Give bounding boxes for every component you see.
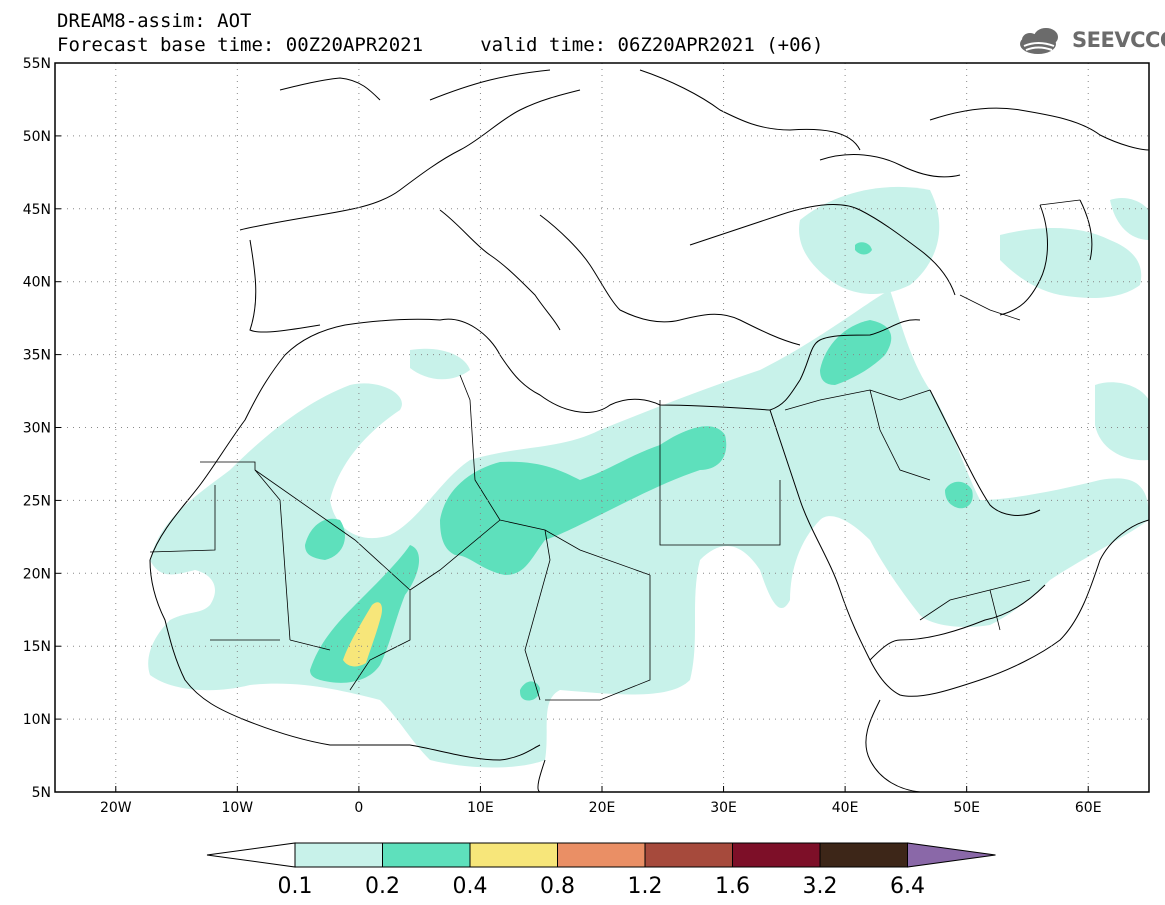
lon-tick-label: 20W xyxy=(100,800,132,816)
lat-tick-label: 45N xyxy=(23,202,51,218)
map-title: DREAM8-assim: AOT xyxy=(57,10,252,32)
lon-tick-label: 60E xyxy=(1075,800,1102,816)
colorbar-segment xyxy=(469,842,558,868)
cloud-logo-icon xyxy=(1020,28,1058,54)
lon-tick-label: 50E xyxy=(953,800,980,816)
latitude-tick-labels: 55N 50N 45N 40N 35N 30N 25N 20N 15N 10N 5N xyxy=(23,56,61,801)
colorbar-label: 0.1 xyxy=(278,874,313,899)
lon-tick-label: 30E xyxy=(710,800,737,816)
longitude-tick-labels: 20W 10W 0 10E 20E 30E 40E 50E 60E xyxy=(100,786,1102,816)
lon-tick-label: 20E xyxy=(589,800,616,816)
colorbar-label: 1.6 xyxy=(715,874,750,899)
colorbar-label: 1.2 xyxy=(628,874,663,899)
aot-colorbar xyxy=(206,842,996,868)
lat-tick-label: 50N xyxy=(23,129,51,145)
lat-lon-gridlines xyxy=(55,63,1149,792)
forecast-time-line: Forecast base time: 00Z20APR2021 valid t… xyxy=(57,34,824,56)
aot-shading xyxy=(148,186,1149,768)
colorbar-label: 3.2 xyxy=(803,874,838,899)
colorbar-label: 0.8 xyxy=(540,874,575,899)
colorbar-segment xyxy=(557,842,646,868)
logo-text: SEEVCCC xyxy=(1072,28,1165,52)
coastlines-and-borders xyxy=(149,69,1149,792)
lat-tick-label: 25N xyxy=(23,493,51,509)
aot-band-0.1 xyxy=(148,186,1149,768)
colorbar-segment xyxy=(819,842,908,868)
lon-tick-label: 0 xyxy=(354,800,363,816)
aot-band-0.4 xyxy=(343,602,383,667)
lat-tick-label: 55N xyxy=(23,56,51,72)
lat-tick-label: 20N xyxy=(23,566,51,582)
colorbar-label: 0.4 xyxy=(453,874,488,899)
country-borders xyxy=(149,199,1081,701)
lat-tick-label: 5N xyxy=(32,785,51,801)
lon-tick-label: 40E xyxy=(832,800,859,816)
lat-tick-label: 40N xyxy=(23,275,51,291)
colorbar-high-arrow xyxy=(907,842,996,868)
colorbar-label: 0.2 xyxy=(365,874,400,899)
colorbar-segment xyxy=(644,842,733,868)
lat-tick-label: 10N xyxy=(23,712,51,728)
colorbar-segment xyxy=(732,842,821,868)
lat-tick-label: 30N xyxy=(23,421,51,437)
colorbar-low-arrow xyxy=(206,842,296,868)
colorbar-label: 6.4 xyxy=(890,874,925,899)
lon-tick-label: 10E xyxy=(467,800,494,816)
lon-tick-label: 10W xyxy=(221,800,253,816)
colorbar-labels: 0.1 0.2 0.4 0.8 1.2 1.6 3.2 6.4 xyxy=(278,874,926,899)
lat-tick-label: 15N xyxy=(23,639,51,655)
colorbar-segment xyxy=(294,842,383,868)
lat-tick-label: 35N xyxy=(23,348,51,364)
colorbar-segment xyxy=(382,842,471,868)
